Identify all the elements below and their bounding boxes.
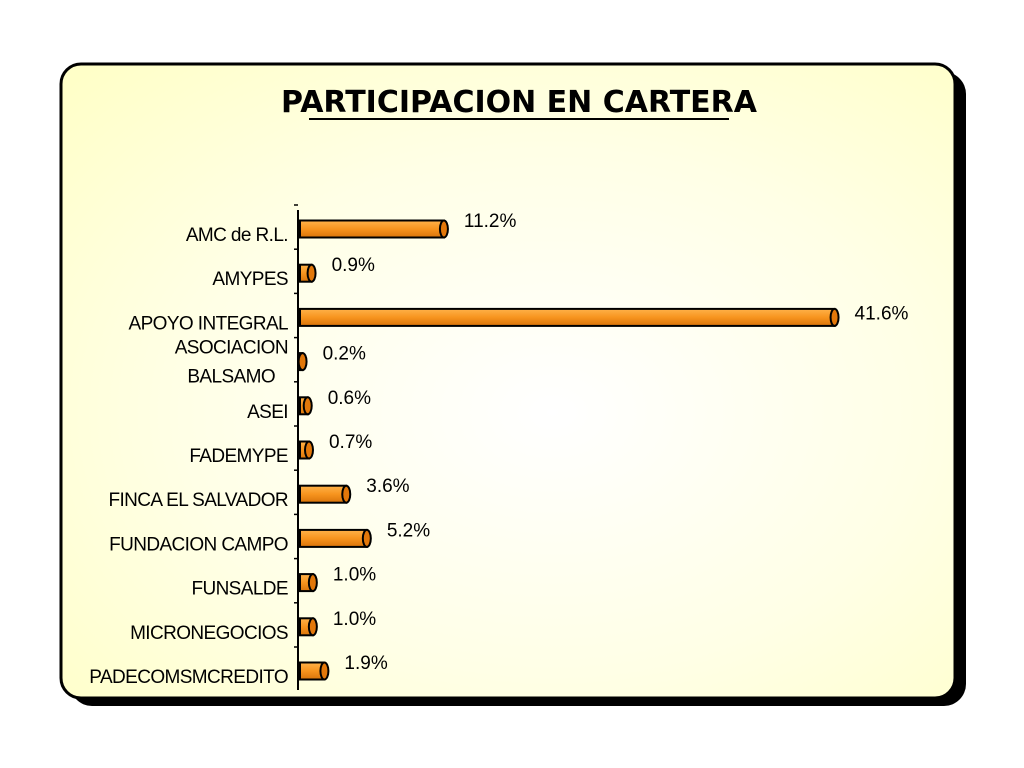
value-labels: 11.2% 0.9% 41.6% 0.2% 0.6% 0.7% 3.6% 5.2% 1.0% 1.… <box>323 211 909 674</box>
bar-end-cap <box>303 440 314 460</box>
category-label: AMYPES <box>212 269 288 290</box>
chart-frame <box>59 62 957 700</box>
bar <box>299 219 449 239</box>
category-label: FUNSALDE <box>191 579 288 600</box>
bar-end-cap <box>829 307 840 327</box>
category-label: FINCA EL SALVADOR <box>108 490 288 511</box>
bar <box>299 396 313 416</box>
bar <box>299 484 352 504</box>
bar <box>299 661 330 681</box>
bar-end-cap <box>306 263 317 283</box>
data-label: 0.6% <box>328 388 371 409</box>
data-label: 0.2% <box>323 344 366 365</box>
category-label: FUNDACION CAMPO <box>109 534 288 555</box>
bar <box>299 263 317 283</box>
bar-end-cap <box>361 528 372 548</box>
data-label: 1.0% <box>333 609 376 630</box>
bar-end-cap <box>319 661 330 681</box>
bar <box>299 617 318 637</box>
data-label: 1.9% <box>344 653 387 674</box>
bar-end-cap <box>297 352 308 372</box>
category-label: PADECOMSMCREDITO <box>89 667 288 688</box>
bar <box>299 307 840 327</box>
category-labels: AMC de R.L. AMYPES APOYO INTEGRAL ASOCIACIO… <box>89 225 288 688</box>
data-label: 3.6% <box>366 476 409 497</box>
category-label: AMC de R.L. <box>186 225 288 246</box>
bar <box>297 352 308 372</box>
y-axis <box>294 204 299 690</box>
chart-title: PARTICIPACION EN CARTERA <box>281 85 758 120</box>
bar <box>299 528 372 548</box>
data-label: 1.0% <box>333 565 376 586</box>
data-label: 5.2% <box>387 520 430 541</box>
data-label: 11.2% <box>464 211 517 232</box>
bar-body <box>299 219 445 239</box>
bar-end-cap <box>302 396 313 416</box>
bars <box>297 219 840 681</box>
category-label: FADEMYPE <box>189 446 288 467</box>
bar <box>299 573 318 593</box>
bar-body <box>299 484 348 504</box>
bar-end-cap <box>341 484 352 504</box>
bar-end-cap <box>307 617 318 637</box>
category-label: MICRONEGOCIOS <box>130 623 288 644</box>
category-label: ASOCIACION BALSAMO <box>175 338 288 388</box>
category-label: APOYO INTEGRAL <box>129 313 289 334</box>
data-label: 0.9% <box>332 255 375 276</box>
bar-end-cap <box>307 573 318 593</box>
bar-body <box>299 307 836 327</box>
category-label: ASEI <box>247 402 288 423</box>
data-label: 41.6% <box>855 303 909 324</box>
bar-body <box>299 528 368 548</box>
bar <box>299 440 314 460</box>
bar-end-cap <box>438 219 449 239</box>
data-label: 0.7% <box>329 432 372 453</box>
